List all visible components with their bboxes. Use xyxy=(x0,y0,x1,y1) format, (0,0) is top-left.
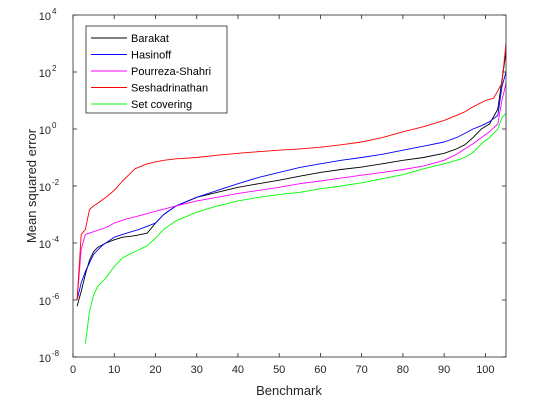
y-tick-label: 10 xyxy=(39,296,51,308)
legend-items: Barakat Hasinoff Pourreza-Shahri Seshadrina… xyxy=(91,33,211,111)
legend-label-2: Pourreza-Shahri xyxy=(131,66,211,78)
y-tick-label: 10 xyxy=(39,353,51,365)
x-tick-label: 100 xyxy=(476,364,494,376)
y-tick-label-exponent: 2 xyxy=(52,64,57,73)
series-layer xyxy=(76,43,507,344)
y-tick-label-exponent: -2 xyxy=(52,178,60,187)
series-line-2 xyxy=(76,83,507,301)
legend-label-3: Seshadrinathan xyxy=(131,83,208,95)
x-axis-title: Benchmark xyxy=(256,383,322,398)
legend: Barakat Hasinoff Pourreza-Shahri Seshadrina… xyxy=(85,25,228,114)
series-line-3 xyxy=(76,43,507,301)
legend-box xyxy=(85,25,228,114)
y-tick-label: 10 xyxy=(39,182,51,194)
x-tick-label: 30 xyxy=(191,364,203,376)
x-tick-label: 40 xyxy=(232,364,244,376)
x-tick-label: 0 xyxy=(70,364,76,376)
x-tick-label: 10 xyxy=(108,364,120,376)
series-line-1 xyxy=(76,71,507,301)
y-tick-label-exponent: -4 xyxy=(52,235,60,244)
y-tick-label: 10 xyxy=(39,239,51,251)
x-axis-ticks: 0 10 20 30 40 50 60 70 80 90 100 xyxy=(70,15,495,376)
series-line-4 xyxy=(84,113,507,344)
y-tick-label: 10 xyxy=(39,68,51,80)
x-tick-label: 20 xyxy=(149,364,161,376)
x-tick-label: 60 xyxy=(314,364,326,376)
x-tick-label: 90 xyxy=(438,364,450,376)
legend-label-0: Barakat xyxy=(131,33,169,45)
y-tick-label: 10 xyxy=(39,125,51,137)
y-tick-label-exponent: -6 xyxy=(52,292,60,301)
x-tick-label: 80 xyxy=(397,364,409,376)
legend-label-1: Hasinoff xyxy=(131,50,172,62)
y-tick-label-exponent: -8 xyxy=(52,349,60,358)
x-tick-label: 70 xyxy=(356,364,368,376)
y-tick-label-exponent: 4 xyxy=(52,7,57,16)
x-tick-label: 50 xyxy=(273,364,285,376)
y-tick-label: 10 xyxy=(39,11,51,23)
y-axis-title: Mean squared error xyxy=(24,128,39,243)
y-tick-label-exponent: 0 xyxy=(52,121,57,130)
legend-label-4: Set covering xyxy=(131,99,192,111)
